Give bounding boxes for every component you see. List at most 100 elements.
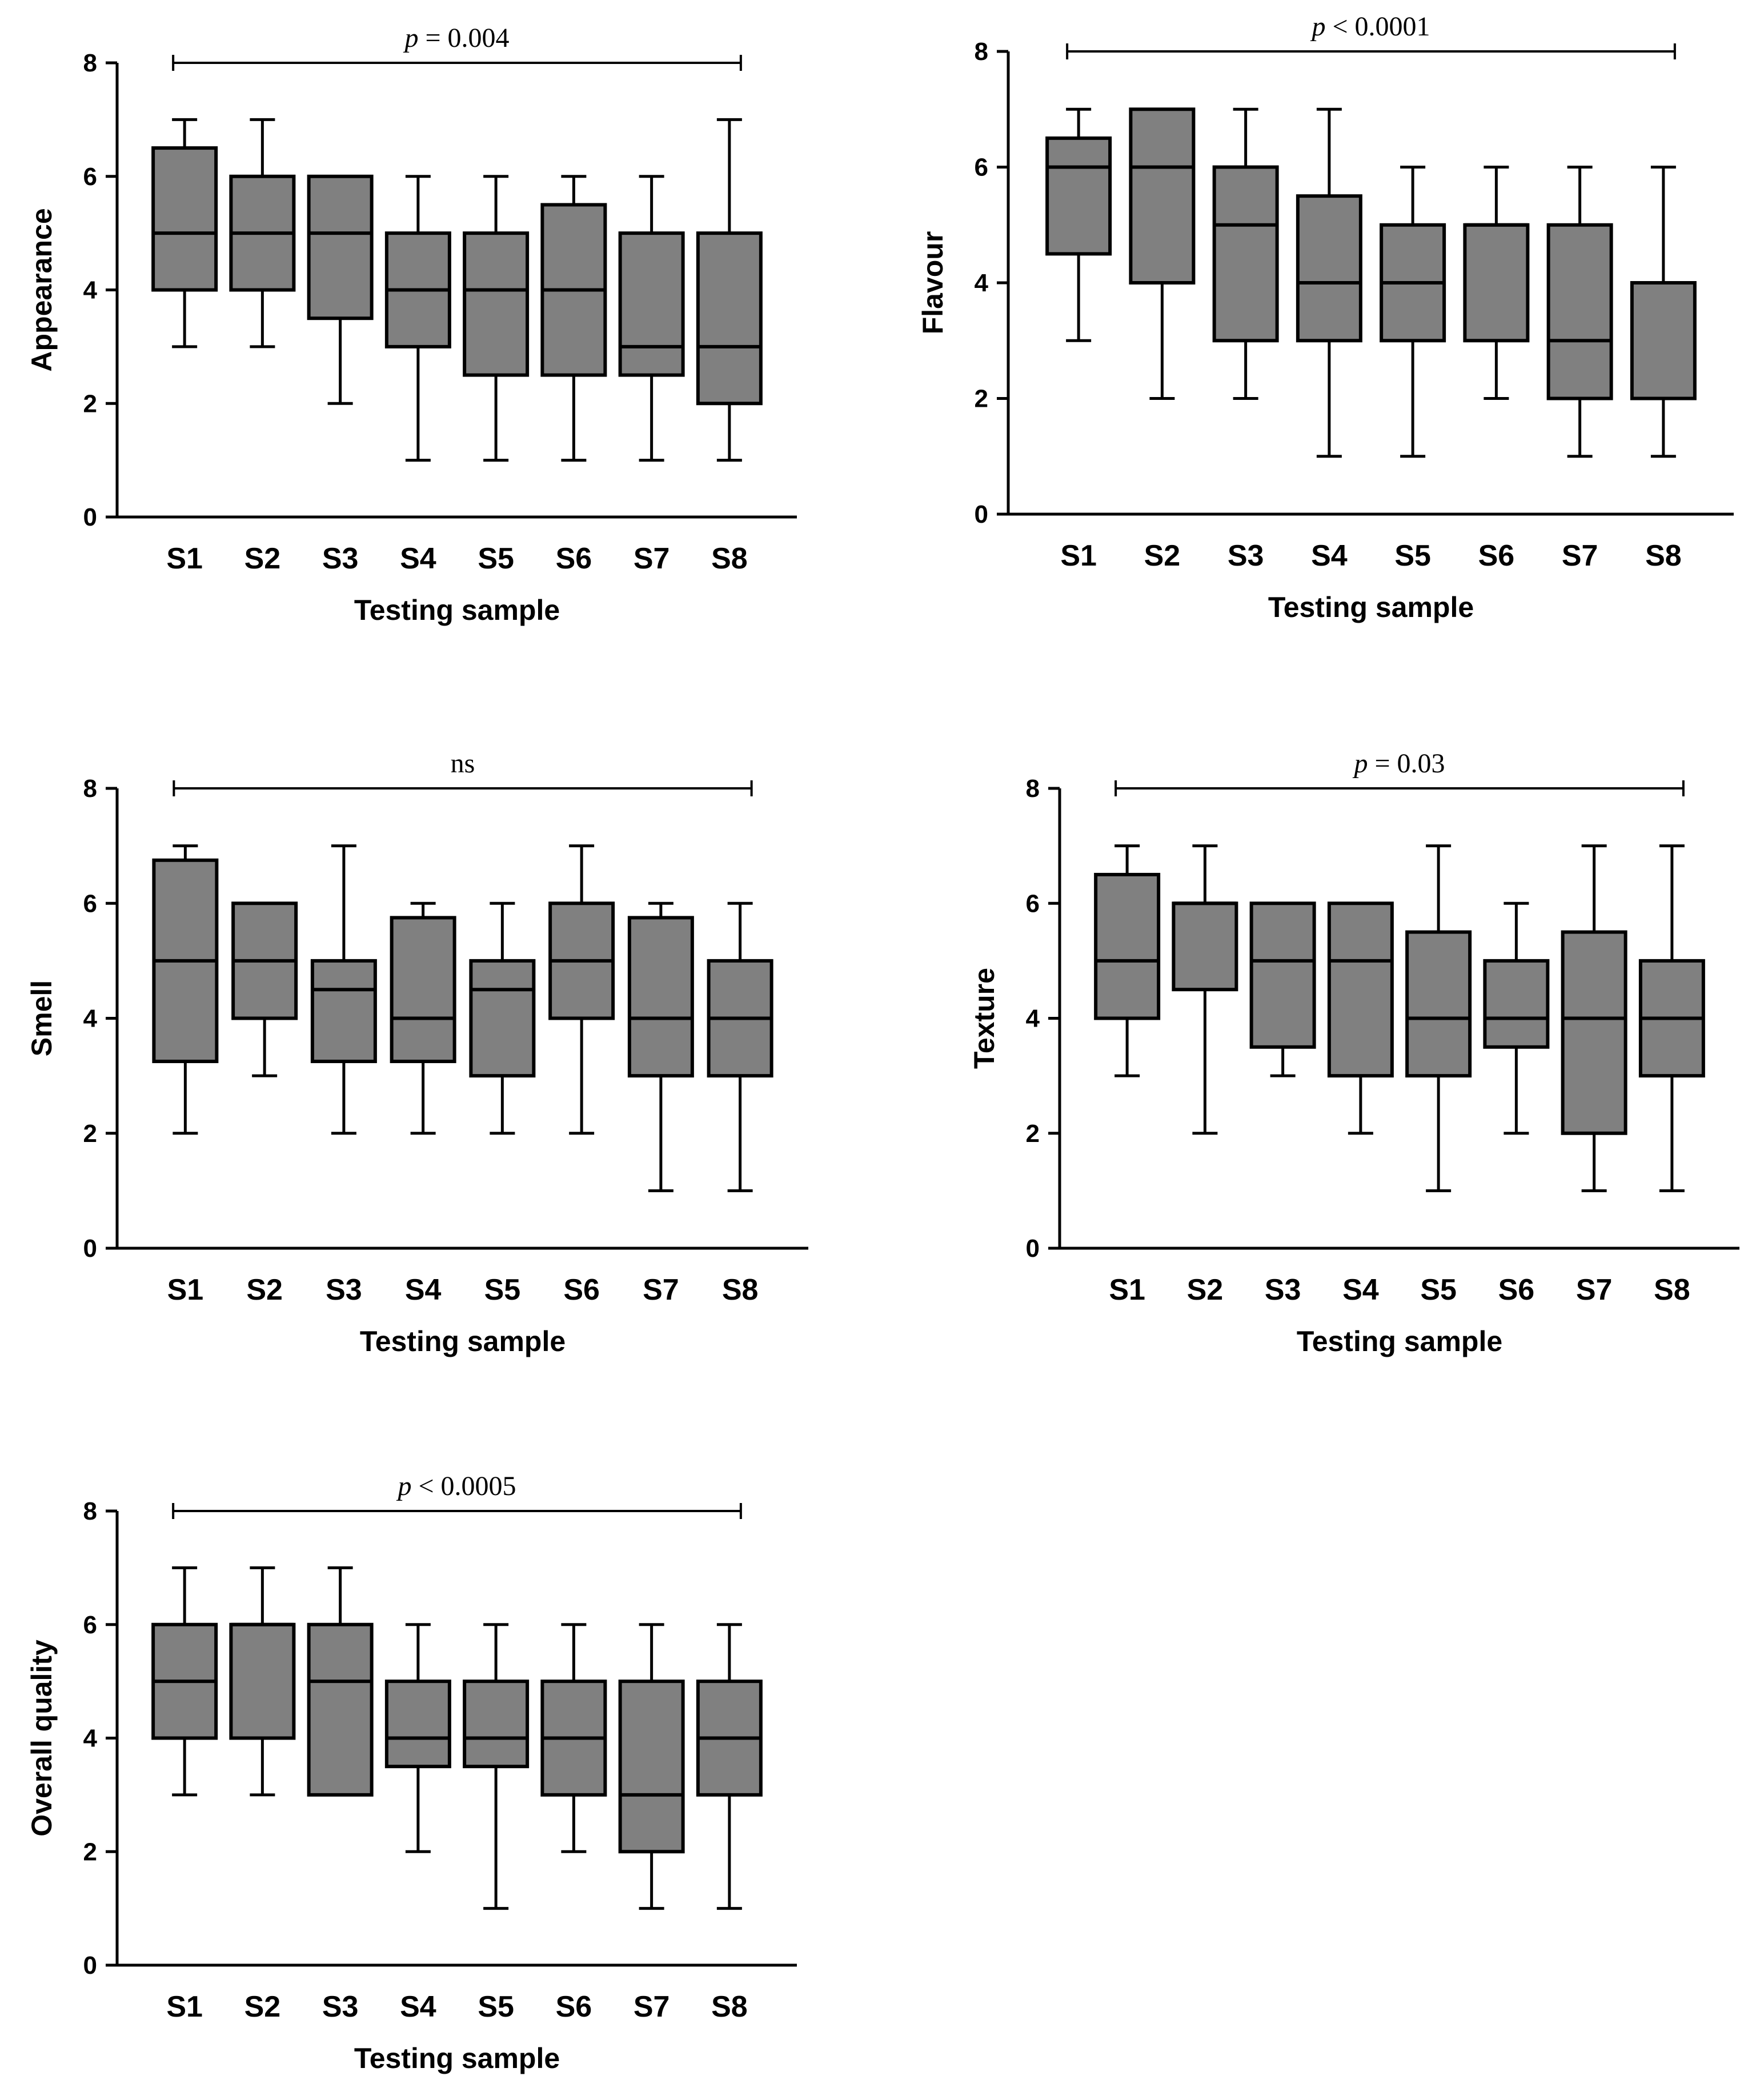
box-s8 — [1638, 844, 1705, 1192]
box-s1 — [152, 844, 219, 1135]
iqr-box — [1129, 107, 1196, 284]
box-s5 — [1405, 844, 1472, 1192]
x-axis-title: Testing sample — [354, 594, 560, 626]
y-tick-label: 8 — [83, 775, 97, 803]
box-s2 — [229, 118, 296, 348]
y-axis-title: Flavour — [917, 231, 949, 335]
iqr-box — [1483, 959, 1550, 1049]
iqr-box — [1405, 930, 1472, 1078]
y-tick-label: 6 — [83, 889, 97, 917]
x-tick-label: S6 — [556, 542, 592, 575]
p-value: < 0.0001 — [1325, 11, 1430, 42]
y-tick-label: 8 — [83, 49, 97, 77]
box-s6 — [1463, 166, 1530, 400]
y-tick-label: 2 — [1026, 1120, 1040, 1148]
iqr-box — [627, 916, 694, 1078]
x-tick-label: S7 — [1562, 539, 1598, 572]
x-tick-label: S8 — [711, 542, 748, 575]
y-tick-label: 0 — [1026, 1235, 1040, 1263]
p-symbol: p — [1310, 11, 1325, 42]
y-tick-label: 8 — [1026, 775, 1040, 803]
iqr-box — [1463, 223, 1530, 343]
box-s3 — [1212, 107, 1279, 400]
y-tick-label: 4 — [83, 276, 98, 304]
y-tick-label: 8 — [975, 38, 988, 66]
iqr-box — [463, 1680, 530, 1769]
iqr-box — [618, 1680, 685, 1854]
p-symbol: p — [396, 1471, 411, 1501]
y-tick-label: 0 — [83, 503, 97, 531]
x-tick-label: S2 — [244, 542, 281, 575]
significance-label: ns — [451, 748, 475, 779]
iqr-box — [1212, 165, 1279, 343]
iqr-box — [229, 1622, 296, 1740]
x-tick-label: S7 — [1576, 1273, 1613, 1306]
x-tick-label: S2 — [246, 1273, 283, 1306]
iqr-box — [1172, 901, 1238, 992]
x-tick-label: S5 — [478, 1990, 514, 2023]
box-s3 — [310, 844, 377, 1135]
box-s4 — [384, 175, 451, 462]
iqr-box — [463, 231, 530, 377]
x-tick-label: S3 — [1265, 1273, 1301, 1306]
p-symbol: p — [1352, 748, 1368, 779]
box-s4 — [1296, 107, 1362, 458]
box-s6 — [540, 175, 607, 462]
y-axis-title: Appearance — [26, 208, 58, 371]
x-tick-label: S3 — [1228, 539, 1264, 572]
x-tick-label: S4 — [400, 542, 436, 575]
x-tick-label: S6 — [563, 1273, 600, 1306]
x-tick-label: S2 — [1187, 1273, 1224, 1306]
y-tick-label: 6 — [975, 154, 988, 182]
panel-flavour: 0 2 4 6 8 p < 0.0001 S1 S2 S3 S4 S5 S6 S7 S8 Testing s… — [917, 11, 1734, 623]
panel-texture: 0 2 4 6 8 p = 0.03 S1 S2 S3 S4 S5 S6 S7 S8 Testing sam… — [968, 748, 1739, 1357]
x-tick-label: S5 — [1420, 1273, 1457, 1306]
x-tick-label: S1 — [166, 1990, 203, 2023]
box-s6 — [548, 844, 615, 1135]
box-s8 — [696, 118, 763, 462]
box-s1 — [1094, 844, 1161, 1077]
p-value: = 0.03 — [1368, 748, 1445, 779]
iqr-box — [307, 174, 374, 320]
iqr-box — [1546, 223, 1613, 400]
iqr-box — [696, 231, 763, 406]
box-s5 — [1380, 166, 1446, 458]
iqr-box — [1094, 872, 1161, 1020]
x-tick-label: S8 — [711, 1990, 748, 2023]
box-s5 — [463, 175, 530, 462]
iqr-box — [310, 959, 377, 1063]
p-value: < 0.0005 — [411, 1471, 516, 1501]
box-s1 — [151, 1566, 218, 1797]
box-s4 — [390, 901, 456, 1135]
x-axis-title: Testing sample — [1268, 591, 1474, 623]
box-s2 — [1172, 844, 1238, 1135]
x-tick-label: S6 — [1478, 539, 1515, 572]
box-s3 — [307, 1566, 374, 1797]
iqr-box — [469, 959, 536, 1078]
significance-label: p = 0.004 — [403, 23, 509, 53]
iqr-box — [1327, 901, 1394, 1078]
p-symbol: p — [403, 23, 418, 53]
box-s1 — [151, 118, 218, 348]
x-tick-label: S5 — [484, 1273, 521, 1306]
x-tick-label: S4 — [400, 1990, 436, 2023]
x-tick-label: S7 — [634, 542, 670, 575]
p-value: = 0.004 — [418, 23, 509, 53]
panel-smell: 0 2 4 6 8 ns S1 S2 S3 S4 S5 S6 S7 S8 Testing sample Sme… — [26, 748, 808, 1357]
x-tick-label: S8 — [1645, 539, 1682, 572]
y-tick-label: 2 — [83, 390, 97, 418]
significance-label: p = 0.03 — [1352, 748, 1445, 779]
x-tick-label: S4 — [1342, 1273, 1379, 1306]
box-s6 — [540, 1623, 607, 1853]
y-axis-title: Smell — [26, 980, 58, 1056]
x-tick-label: S1 — [167, 1273, 204, 1306]
significance-label: p < 0.0001 — [1310, 11, 1430, 42]
x-tick-label: S1 — [166, 542, 203, 575]
y-tick-label: 2 — [975, 385, 988, 413]
box-s7 — [1546, 166, 1613, 458]
iqr-box — [307, 1622, 374, 1797]
x-tick-label: S8 — [1654, 1273, 1690, 1306]
box-s8 — [707, 901, 773, 1192]
x-tick-label: S3 — [322, 1990, 359, 2023]
